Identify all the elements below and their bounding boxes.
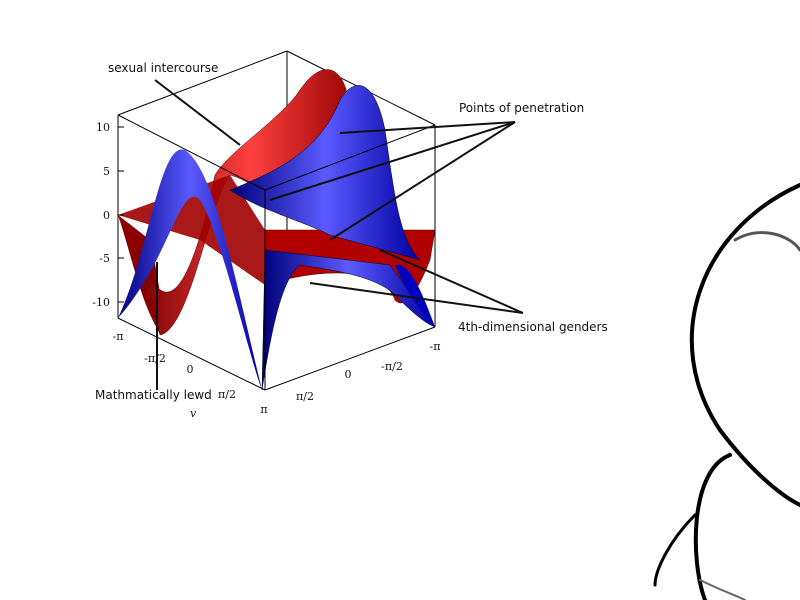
- v-tick: -π/2: [144, 352, 166, 365]
- plot-box-front: [117, 114, 436, 391]
- v-axis-label: v: [190, 407, 197, 420]
- v-tick: -π: [113, 330, 124, 343]
- z-tick: -5: [99, 252, 110, 265]
- z-axis: [118, 126, 124, 303]
- z-tick: 5: [103, 165, 110, 178]
- cartoon-drawing: [653, 183, 800, 600]
- v-tick: π/2: [218, 388, 236, 401]
- u-tick: 0: [345, 368, 352, 381]
- v-tick: π: [260, 403, 267, 416]
- annotation-sexual-intercourse: sexual intercourse: [108, 61, 219, 75]
- u-tick: -π: [430, 340, 441, 353]
- z-tick: 0: [103, 209, 110, 222]
- z-tick: 10: [96, 121, 110, 134]
- u-tick: -π/2: [381, 360, 403, 373]
- annotation-lines: [154, 79, 524, 390]
- annotation-4th-dimensional-genders: 4th-dimensional genders: [458, 320, 608, 334]
- annotation-points-of-penetration: Points of penetration: [459, 101, 585, 115]
- annotation-mathmatically-lewd: Mathmatically lewd: [95, 388, 212, 402]
- v-tick: 0: [187, 363, 194, 376]
- u-tick: π/2: [296, 390, 314, 403]
- z-tick: -10: [92, 296, 110, 309]
